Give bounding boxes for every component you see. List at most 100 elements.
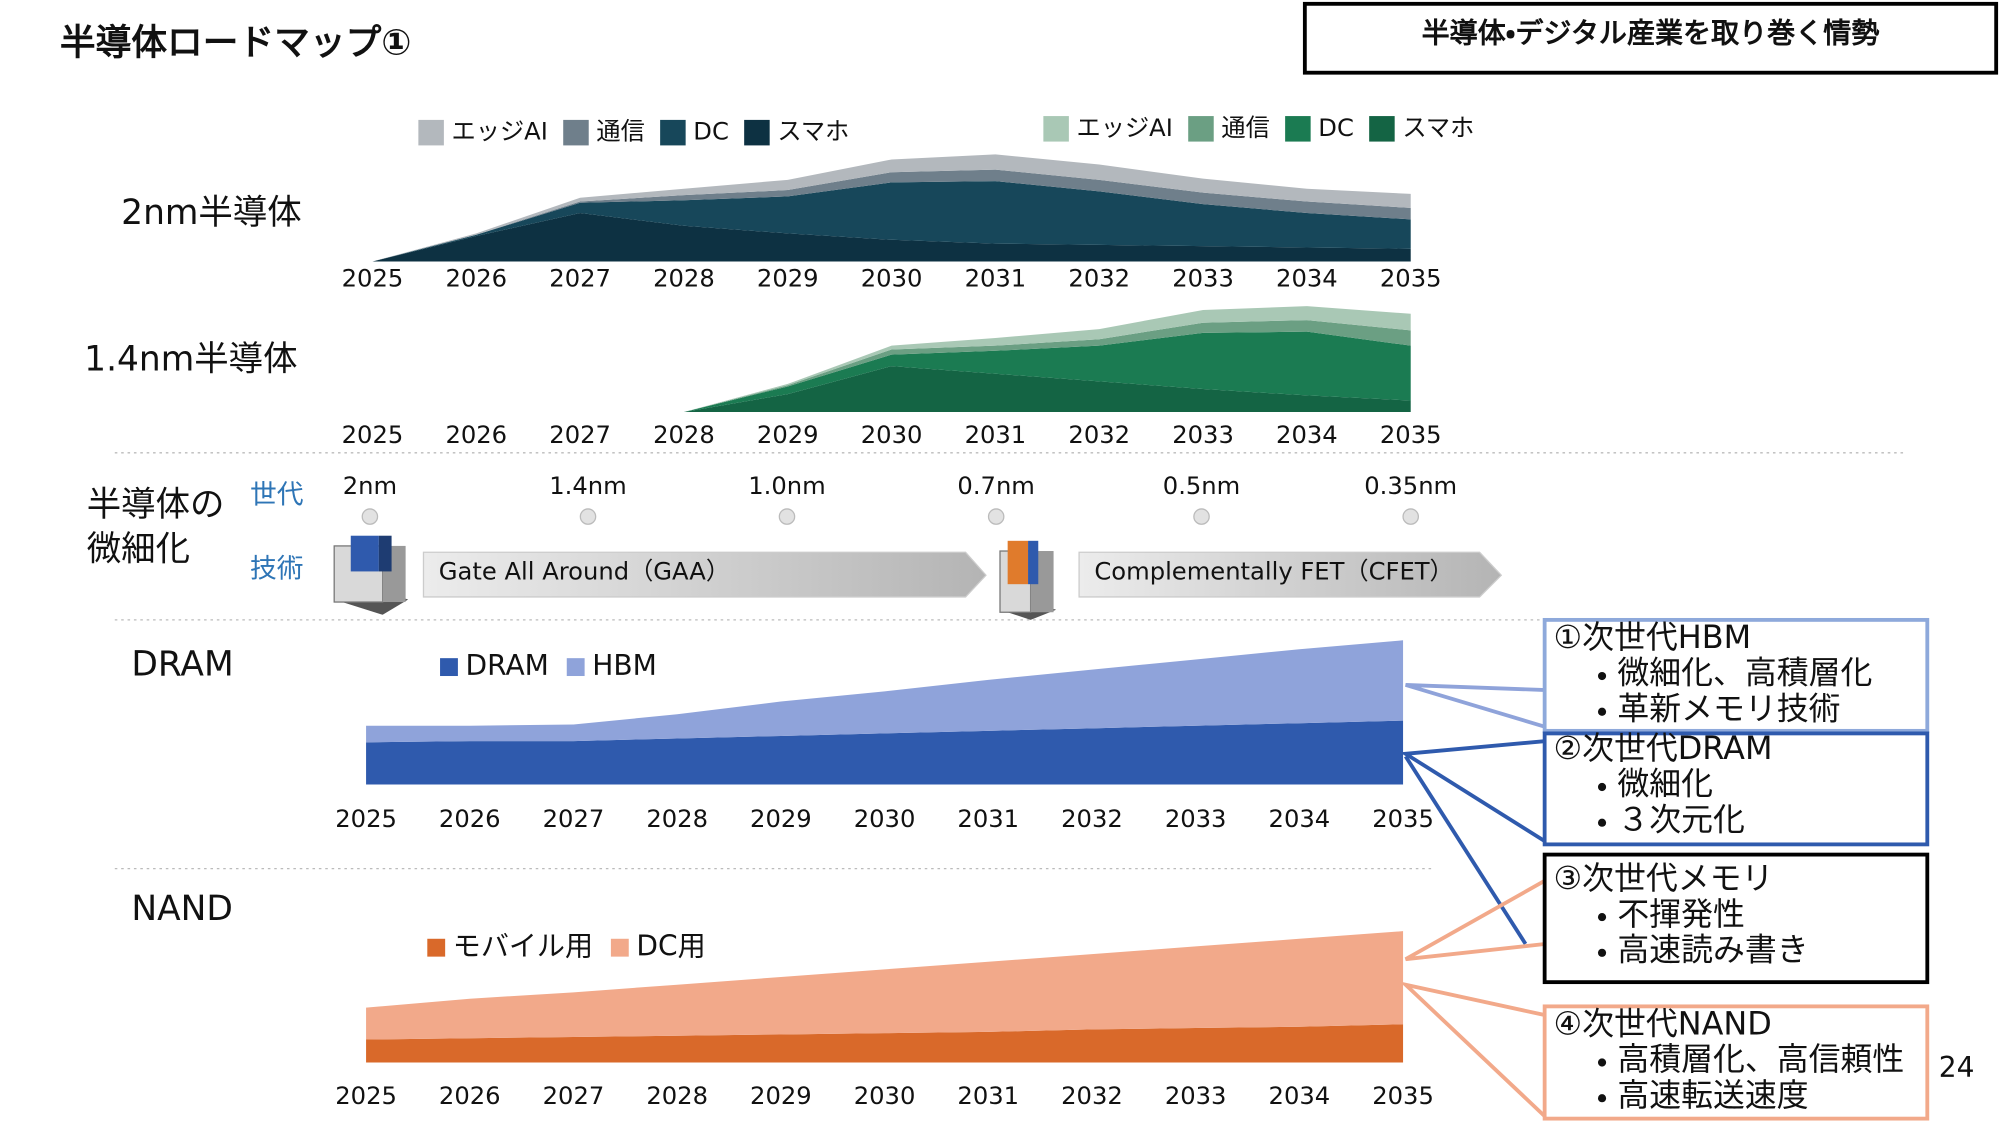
x-tick-label: 2025	[335, 805, 397, 833]
callout-title: ②次世代DRAM	[1554, 729, 1773, 767]
callout-box	[1542, 852, 1930, 985]
area	[366, 1024, 1404, 1063]
connector	[1404, 755, 1528, 945]
x-tick-label: 2028	[653, 421, 715, 449]
generation-dot	[987, 508, 1005, 525]
section-label: 半導体・デジタル産業を取り巻く情勢	[1422, 16, 1880, 49]
callout-title: ④次世代NAND	[1554, 1005, 1772, 1043]
x-tick-label: 2034	[1269, 1082, 1331, 1110]
x-tick-label: 2031	[957, 805, 1019, 833]
bullet	[1597, 818, 1607, 827]
callout-item: 革新メモリ技術	[1617, 689, 1840, 727]
x-tick-label: 2034	[1276, 264, 1338, 292]
callout-item: 微細化	[1617, 765, 1713, 803]
x-tick-label: 2033	[1172, 421, 1234, 449]
legend-swatch	[744, 119, 770, 146]
x-tick-label: 2026	[439, 1082, 501, 1110]
bullet	[1597, 913, 1607, 922]
generation: 0.5nm	[1163, 472, 1240, 500]
legend-swatch	[1369, 116, 1395, 142]
generation: 2nm	[343, 472, 397, 500]
x-tick-label: 2030	[854, 805, 916, 833]
legend-label: 通信	[1221, 114, 1269, 142]
chip-icon	[333, 535, 409, 615]
x-tick-label: 2035	[1380, 421, 1442, 449]
connector	[1399, 739, 1547, 844]
technology-label: 技術	[250, 554, 304, 585]
area	[372, 306, 1411, 412]
x-tick-label: 2028	[653, 264, 715, 292]
x-tick-label: 2028	[646, 805, 708, 833]
x-tick-label: 2025	[342, 421, 404, 449]
callout-item: 微細化、高積層化	[1617, 654, 1872, 692]
x-tick-label: 2029	[750, 805, 812, 833]
technology-name: Gate All Around（GAA）	[439, 558, 730, 586]
legend-swatch	[1188, 116, 1214, 142]
x-tick-label: 2033	[1172, 264, 1234, 292]
area	[372, 213, 1411, 262]
connector	[1404, 878, 1547, 962]
legend-label: DC用	[636, 930, 705, 963]
area	[372, 366, 1411, 412]
area	[372, 154, 1411, 262]
area	[372, 181, 1411, 262]
chip-icon	[999, 540, 1057, 620]
x-tick-label: 2027	[549, 264, 611, 292]
legend-label: モバイル用	[453, 930, 593, 963]
x-tick-label: 2027	[543, 1082, 605, 1110]
x-tick-label: 2026	[445, 421, 507, 449]
callout-item: 高速転送速度	[1617, 1076, 1808, 1114]
technology-arrow	[422, 551, 987, 598]
slide-title: 半導体ロードマップ①	[60, 23, 412, 64]
callout-item: 高速読み書き	[1617, 931, 1808, 969]
x-tick-label: 2029	[757, 421, 819, 449]
legend-label: DC	[1318, 114, 1354, 142]
generation-label: 世代	[250, 480, 304, 511]
x-tick-label: 2035	[1372, 1082, 1434, 1110]
x-tick-label: 2034	[1276, 421, 1338, 449]
legend-swatch	[427, 938, 446, 957]
row-label: 半導体の	[87, 485, 225, 525]
separators	[114, 452, 1905, 870]
x-tick-label: 2027	[543, 805, 605, 833]
legend-label: スマホ	[1402, 114, 1474, 142]
x-tick-label: 2035	[1380, 264, 1442, 292]
area	[372, 320, 1411, 412]
x-tick-label: 2033	[1165, 1082, 1227, 1110]
technology-arrow	[1078, 551, 1503, 598]
generation: 1.0nm	[748, 472, 825, 500]
callout-title: ①次世代HBM	[1554, 618, 1752, 656]
x-tick-label: 2032	[1068, 421, 1130, 449]
bullet	[1597, 1094, 1607, 1103]
x-tick-label: 2031	[965, 264, 1027, 292]
x-tick-label: 2028	[646, 1082, 708, 1110]
bullet	[1597, 707, 1607, 716]
legend-swatch	[1043, 116, 1069, 142]
area	[366, 720, 1404, 785]
legend-swatch	[563, 119, 589, 146]
connector	[1399, 981, 1548, 1119]
bullet	[1597, 671, 1607, 681]
x-tick-label: 2032	[1061, 1082, 1123, 1110]
legend-label: スマホ	[777, 118, 849, 146]
x-tick-label: 2030	[861, 264, 923, 292]
callout-item: ３次元化	[1617, 800, 1745, 838]
x-tick-label: 2035	[1372, 805, 1434, 833]
generation-dot	[1402, 508, 1420, 525]
legend-swatch	[1285, 116, 1311, 142]
bullet	[1597, 782, 1607, 792]
x-tick-label: 2026	[445, 264, 507, 292]
x-tick-label: 2030	[861, 421, 923, 449]
area	[366, 640, 1404, 743]
generation: 1.4nm	[549, 472, 626, 500]
x-tick-label: 2031	[965, 421, 1027, 449]
legend-label: HBM	[592, 649, 657, 682]
legend-label: DC	[693, 118, 729, 146]
legend-label: エッジAI	[452, 118, 548, 146]
generation-dot	[579, 508, 597, 525]
page-number: 24	[1939, 1051, 1975, 1084]
bullet	[1597, 1058, 1607, 1067]
legend-swatch	[418, 119, 444, 146]
